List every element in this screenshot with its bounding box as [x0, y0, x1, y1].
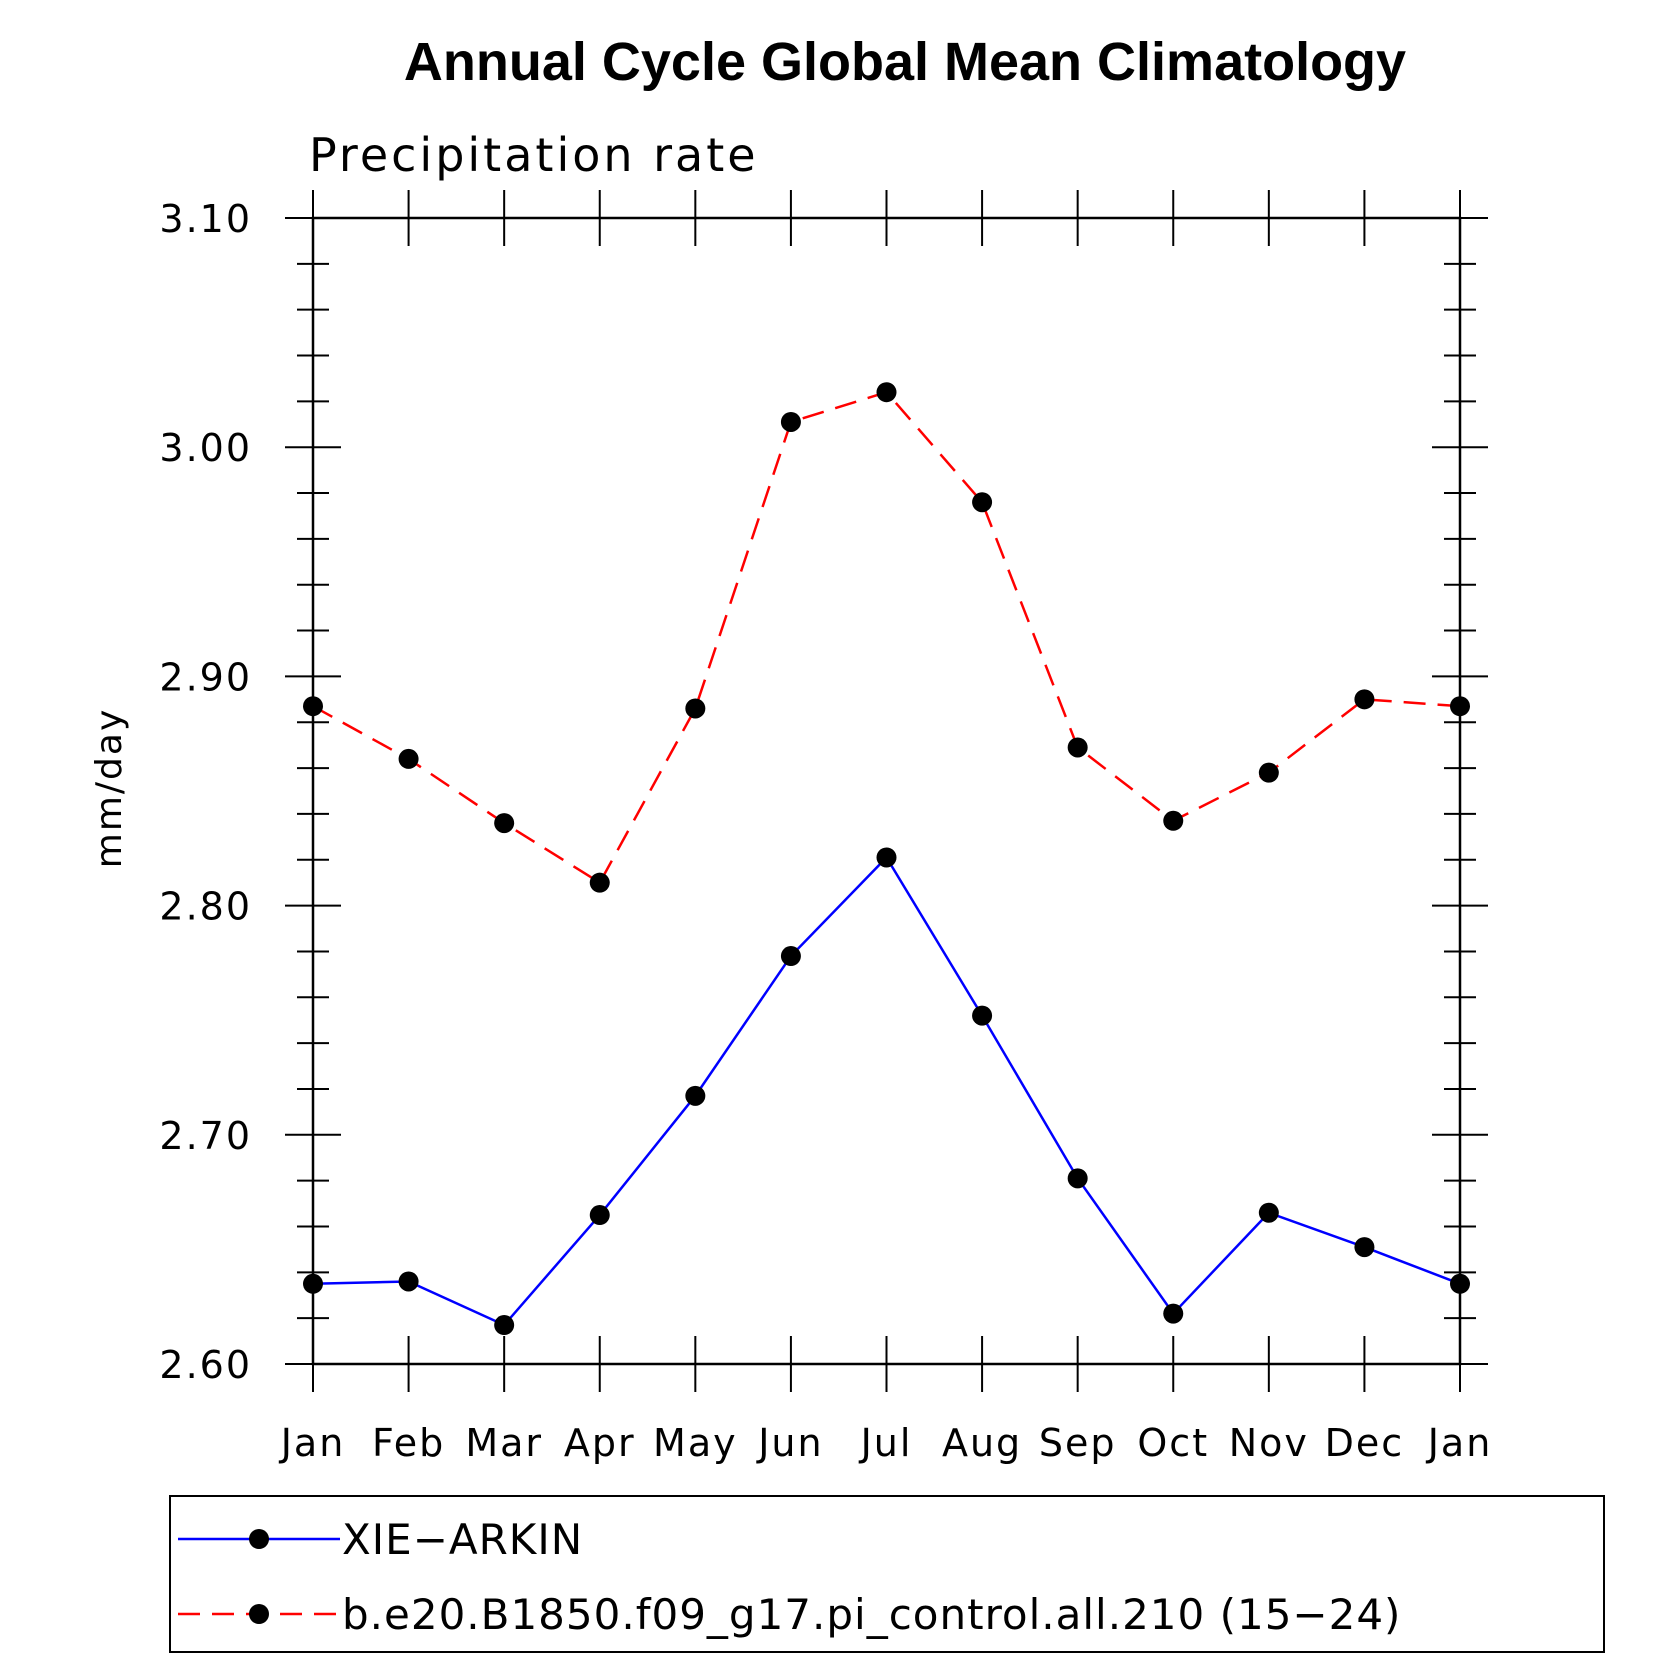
series-1-point	[494, 813, 515, 834]
x-tick-label: Aug	[942, 1421, 1022, 1465]
x-tick-label: Jul	[859, 1421, 913, 1465]
series-0-point	[1163, 1303, 1184, 1324]
series-0-point	[398, 1271, 419, 1292]
series-1-point	[1450, 696, 1470, 717]
x-tick-label: Sep	[1039, 1421, 1117, 1465]
series-1-point	[398, 748, 419, 769]
series-0-point	[1258, 1202, 1279, 1223]
series-1-point	[685, 698, 706, 719]
chart-title: Annual Cycle Global Mean Climatology	[404, 32, 1406, 92]
series-1-point	[876, 382, 897, 403]
series-0-point	[1067, 1168, 1088, 1189]
series-layer	[303, 382, 1470, 1336]
y-tick-label: 3.00	[159, 426, 252, 470]
series-1-point	[1163, 810, 1184, 831]
series-0-point	[589, 1205, 610, 1226]
x-tick-label: Jan	[1426, 1421, 1493, 1465]
series-0-point	[494, 1315, 515, 1336]
series-0-point	[1450, 1273, 1470, 1294]
x-tick-label: Mar	[465, 1421, 543, 1465]
x-tick-label: Nov	[1229, 1421, 1309, 1465]
x-tick-label: Dec	[1325, 1421, 1405, 1465]
x-tick-label: Jun	[756, 1421, 823, 1465]
x-tick-label: Jan	[279, 1421, 346, 1465]
series-1-point	[589, 872, 610, 893]
y-axis-label: mm/day	[89, 708, 130, 868]
legend-box	[169, 1495, 1605, 1653]
y-tick-label: 3.10	[159, 197, 252, 241]
y-tick-label: 2.70	[159, 1114, 252, 1158]
series-line-0	[312, 855, 1461, 1327]
x-axis: Jan Feb Mar Apr May Jun Jul Aug Sep Oct Nov Dec Jan	[279, 190, 1493, 1465]
series-0-point	[972, 1005, 993, 1026]
y-tick-label: 2.80	[159, 885, 252, 929]
series-0-point	[876, 847, 897, 868]
x-tick-label: May	[653, 1421, 738, 1465]
legend-marker-pi-control	[249, 1604, 269, 1624]
series-0-point	[303, 1273, 323, 1294]
y-tick-label: 2.90	[159, 655, 252, 699]
chart-subtitle: Precipitation rate	[309, 128, 759, 182]
x-tick-label: Oct	[1137, 1421, 1209, 1465]
y-tick-label: 2.60	[159, 1343, 252, 1387]
series-1-point	[1067, 737, 1088, 758]
series-0-point	[780, 946, 801, 967]
legend-label-xie-arkin: XIE−ARKIN	[342, 1515, 583, 1564]
series-0-point	[1354, 1237, 1375, 1258]
series-1-point	[1258, 762, 1279, 783]
legend: XIE−ARKIN b.e20.B1850.f09_g17.pi_control…	[169, 1495, 1605, 1653]
series-1-point	[303, 696, 323, 717]
x-tick-label: Feb	[372, 1421, 445, 1465]
series-1-point	[1354, 689, 1375, 710]
x-tick-label: Apr	[564, 1421, 636, 1465]
y-axis: 2.60 2.70 2.80 2.90 3.00 3.10	[159, 197, 1488, 1387]
series-1-point	[780, 411, 801, 432]
series-1-point	[972, 492, 993, 513]
legend-label-pi-control: b.e20.B1850.f09_g17.pi_control.all.210 (…	[342, 1590, 1401, 1639]
series-0-point	[685, 1085, 706, 1106]
legend-marker-xie-arkin	[249, 1529, 269, 1549]
series-line-1	[312, 390, 1461, 885]
